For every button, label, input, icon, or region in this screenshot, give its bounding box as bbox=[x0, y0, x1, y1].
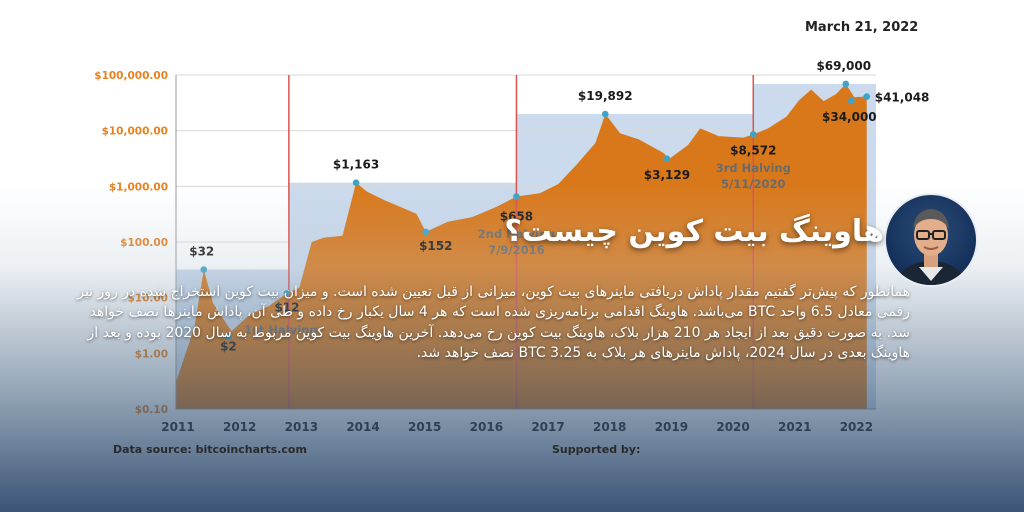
date-label: March 21, 2022 bbox=[805, 20, 919, 35]
data-source-label: Data source: bitcoincharts.com bbox=[113, 443, 307, 456]
person-icon bbox=[895, 209, 967, 285]
article-title: هاوینگ بیت کوین چیست؟ bbox=[504, 214, 884, 249]
supported-by-label: Supported by: bbox=[552, 443, 641, 456]
author-avatar bbox=[884, 193, 978, 287]
article-paragraph: همانطور که پیش‌تر گفتیم مقدار پاداش دریا… bbox=[77, 284, 910, 361]
